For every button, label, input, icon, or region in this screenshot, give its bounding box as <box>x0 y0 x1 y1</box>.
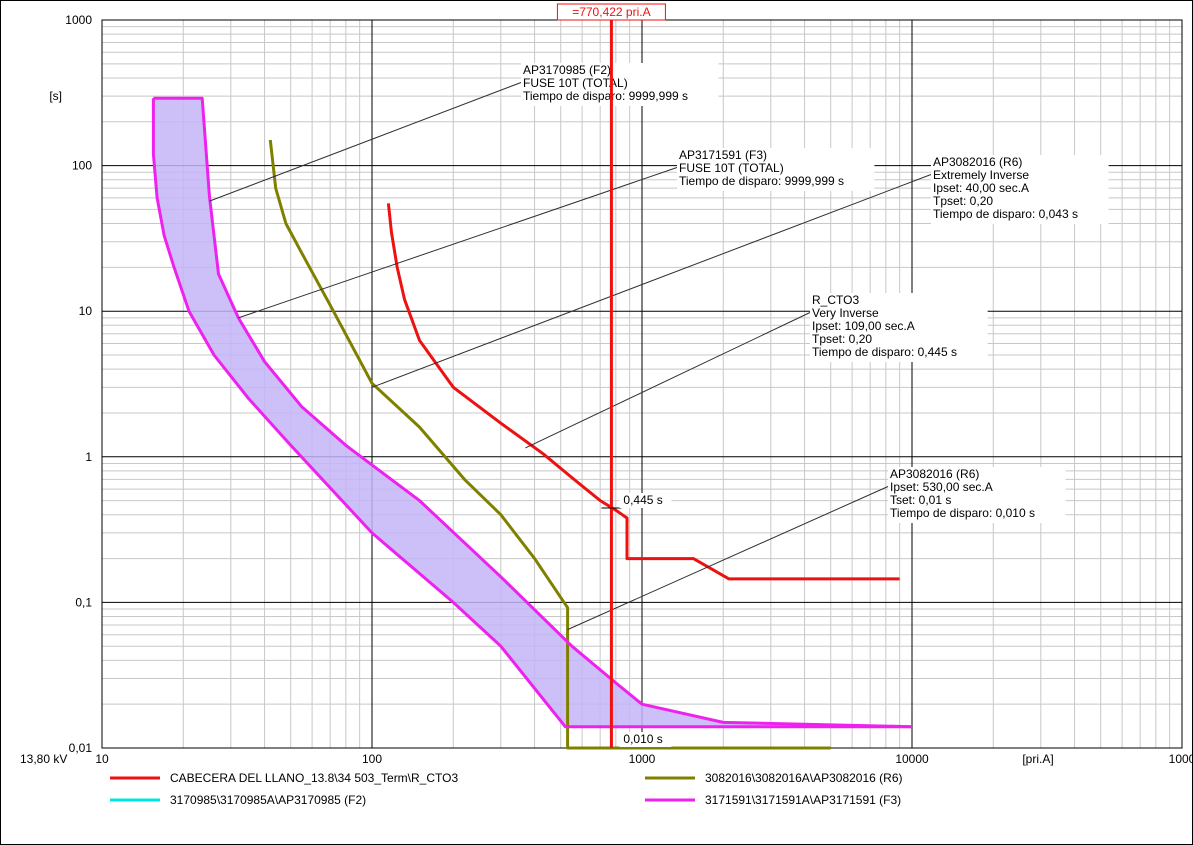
annotation-line: Tiempo de disparo: 9999,999 s <box>523 89 688 103</box>
annotation-line: Ipset: 530,00 sec.A <box>890 480 993 494</box>
annotation-layer: AP3170985 (F2)FUSE 10T (TOTAL)Tiempo de … <box>521 63 1109 523</box>
annotation-box <box>888 467 1066 523</box>
cursor-layer[interactable]: =770,422 pri.A 0,445 s 0,010 s <box>556 3 672 748</box>
annotation-line: Tiempo de disparo: 0,445 s <box>812 345 957 359</box>
annotation-line: Tpset: 0,20 <box>812 332 872 346</box>
y-axis-label: [s] <box>49 89 62 103</box>
annotation-line: AP3171591 (F3) <box>679 148 767 162</box>
cursor-label-box <box>556 3 666 21</box>
fuse-band-fill <box>153 98 912 727</box>
cursor-label: =770,422 pri.A <box>572 5 650 19</box>
annotation-line: Tiempo de disparo: 9999,999 s <box>679 174 844 188</box>
y-tick-label: 1 <box>85 450 92 464</box>
series-curve-0 <box>386 203 900 581</box>
legend-label: 3082016\3082016A\AP3082016 (R6) <box>705 771 903 785</box>
annotation-leader <box>567 486 889 631</box>
annotation-line: FUSE 10T (TOTAL) <box>679 161 784 175</box>
x-tick-label: 10000 <box>895 752 929 766</box>
annotation-line: Ipset: 40,00 sec.A <box>933 181 1029 195</box>
x-axis-label: [pri.A] <box>1022 752 1053 766</box>
y-tick-label: 1000 <box>65 13 92 27</box>
annotation-leader <box>238 167 678 319</box>
annotation-line: AP3170985 (F2) <box>523 63 611 77</box>
legend-label: 3171591\3171591A\AP3171591 (F3) <box>705 793 901 807</box>
annotation-leader <box>209 82 522 202</box>
y-tick-label: 0,01 <box>69 741 93 755</box>
cursor-mark-box <box>619 492 672 508</box>
legend-label: 3170985\3170985A\AP3170985 (F2) <box>170 793 366 807</box>
cursor-mark-label: 0,445 s <box>623 493 662 507</box>
voltage-label: 13,80 kV <box>20 752 67 766</box>
legend-label: CABECERA DEL LLANO_13.8\34 503_Term\R_CT… <box>170 771 458 785</box>
annotation-box <box>521 63 719 106</box>
annotation-leaders <box>209 82 932 631</box>
x-tick-label: 1000 <box>1169 752 1193 766</box>
annotation-box <box>677 148 875 191</box>
fuse-band-upper-curve <box>153 96 913 729</box>
y-tick-label: 0,1 <box>75 595 92 609</box>
fuse-band-layer <box>153 98 912 727</box>
series-curve-1 <box>268 139 831 750</box>
annotation-line: AP3082016 (R6) <box>933 155 1022 169</box>
cursor-mark-label: 0,010 s <box>623 732 662 746</box>
annotation-line: Extremely Inverse <box>933 168 1029 182</box>
series-layer <box>151 96 913 750</box>
annotation-line: AP3082016 (R6) <box>890 467 979 481</box>
annotation-leader <box>371 174 932 388</box>
annotation-line: Tset: 0,01 s <box>890 493 951 507</box>
x-tick-label: 10 <box>95 752 109 766</box>
axis-ticks: 10 100 1000 10000 1000 0,01 0,1 1 10 100 1000 [s] [p… <box>20 13 1193 766</box>
annotation-box <box>931 155 1109 224</box>
annotation-line: R_CTO3 <box>812 293 859 307</box>
legend: CABECERA DEL LLANO_13.8\34 503_Term\R_CT… <box>110 771 903 807</box>
annotation-line: Tiempo de disparo: 0,010 s <box>890 506 1035 520</box>
annotation-line: Tpset: 0,20 <box>933 194 993 208</box>
annotation-leader <box>525 312 811 449</box>
x-tick-label: 1000 <box>629 752 656 766</box>
annotation-line: Ipset: 109,00 sec.A <box>812 319 915 333</box>
annotation-line: Tiempo de disparo: 0,043 s <box>933 207 1078 221</box>
annotation-line: Very Inverse <box>812 306 879 320</box>
fuse-band-lower-curve <box>151 98 912 729</box>
x-tick-label: 100 <box>362 752 382 766</box>
annotation-box <box>810 293 988 362</box>
cursor-mark-box <box>619 732 672 747</box>
annotation-line: FUSE 10T (TOTAL) <box>523 76 628 90</box>
y-tick-label: 10 <box>79 304 93 318</box>
y-tick-label: 100 <box>72 159 92 173</box>
